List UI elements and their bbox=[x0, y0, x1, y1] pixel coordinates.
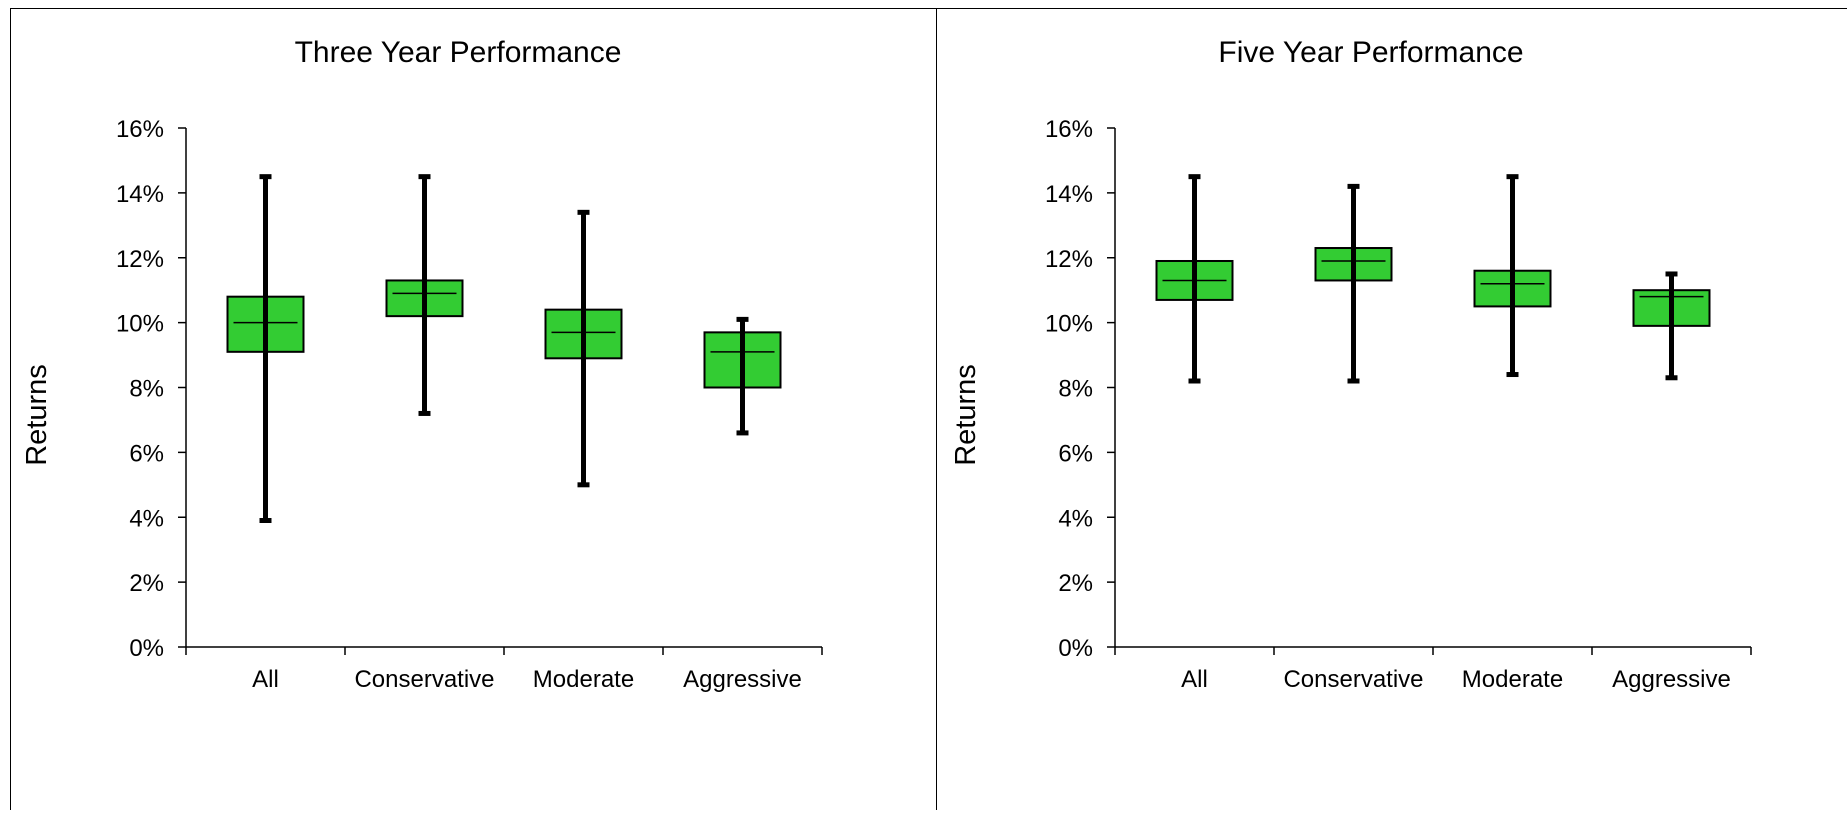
chart-title-five-year: Five Year Performance bbox=[1218, 36, 1523, 69]
y-tick-label: 14% bbox=[116, 181, 164, 208]
x-tick-label: Moderate bbox=[533, 666, 634, 693]
y-axis-label-five-year: Returns bbox=[950, 364, 982, 466]
y-tick-label: 4% bbox=[129, 505, 164, 532]
y-tick-label: 6% bbox=[1058, 440, 1093, 467]
y-tick-label: 4% bbox=[1058, 505, 1093, 532]
y-tick-label: 2% bbox=[129, 570, 164, 597]
y-tick-label: 16% bbox=[116, 116, 164, 143]
x-tick-label: Moderate bbox=[1462, 666, 1563, 693]
x-tick-label: All bbox=[1181, 666, 1208, 693]
chart-title-three-year: Three Year Performance bbox=[295, 36, 622, 69]
y-tick-label: 12% bbox=[116, 246, 164, 273]
y-tick-label: 10% bbox=[116, 311, 164, 338]
y-tick-label: 0% bbox=[1058, 635, 1093, 662]
x-tick-label: Aggressive bbox=[683, 666, 802, 693]
y-tick-label: 16% bbox=[1045, 116, 1093, 143]
plot-area-five-year: 0% 2% 4% 6% 8% 10% 12% 14% 16% All Conservative Mod… bbox=[1045, 116, 1751, 693]
y-tick-label: 14% bbox=[1045, 181, 1093, 208]
y-tick-label: 8% bbox=[129, 376, 164, 403]
plot-area-three-year: 0% 2% 4% 6% 8% 10% 12% 14% 16% All Conservative Mod… bbox=[116, 116, 822, 693]
x-tick-label: All bbox=[252, 666, 279, 693]
y-tick-label: 10% bbox=[1045, 311, 1093, 338]
y-tick-label: 6% bbox=[129, 440, 164, 467]
y-tick-label: 8% bbox=[1058, 376, 1093, 403]
y-tick-label: 0% bbox=[129, 635, 164, 662]
x-tick-label: Conservative bbox=[1283, 666, 1423, 693]
y-axis-label-three-year: Returns bbox=[21, 364, 53, 466]
x-tick-label: Conservative bbox=[354, 666, 494, 693]
y-tick-label: 2% bbox=[1058, 570, 1093, 597]
x-tick-label: Aggressive bbox=[1612, 666, 1731, 693]
y-tick-label: 12% bbox=[1045, 246, 1093, 273]
